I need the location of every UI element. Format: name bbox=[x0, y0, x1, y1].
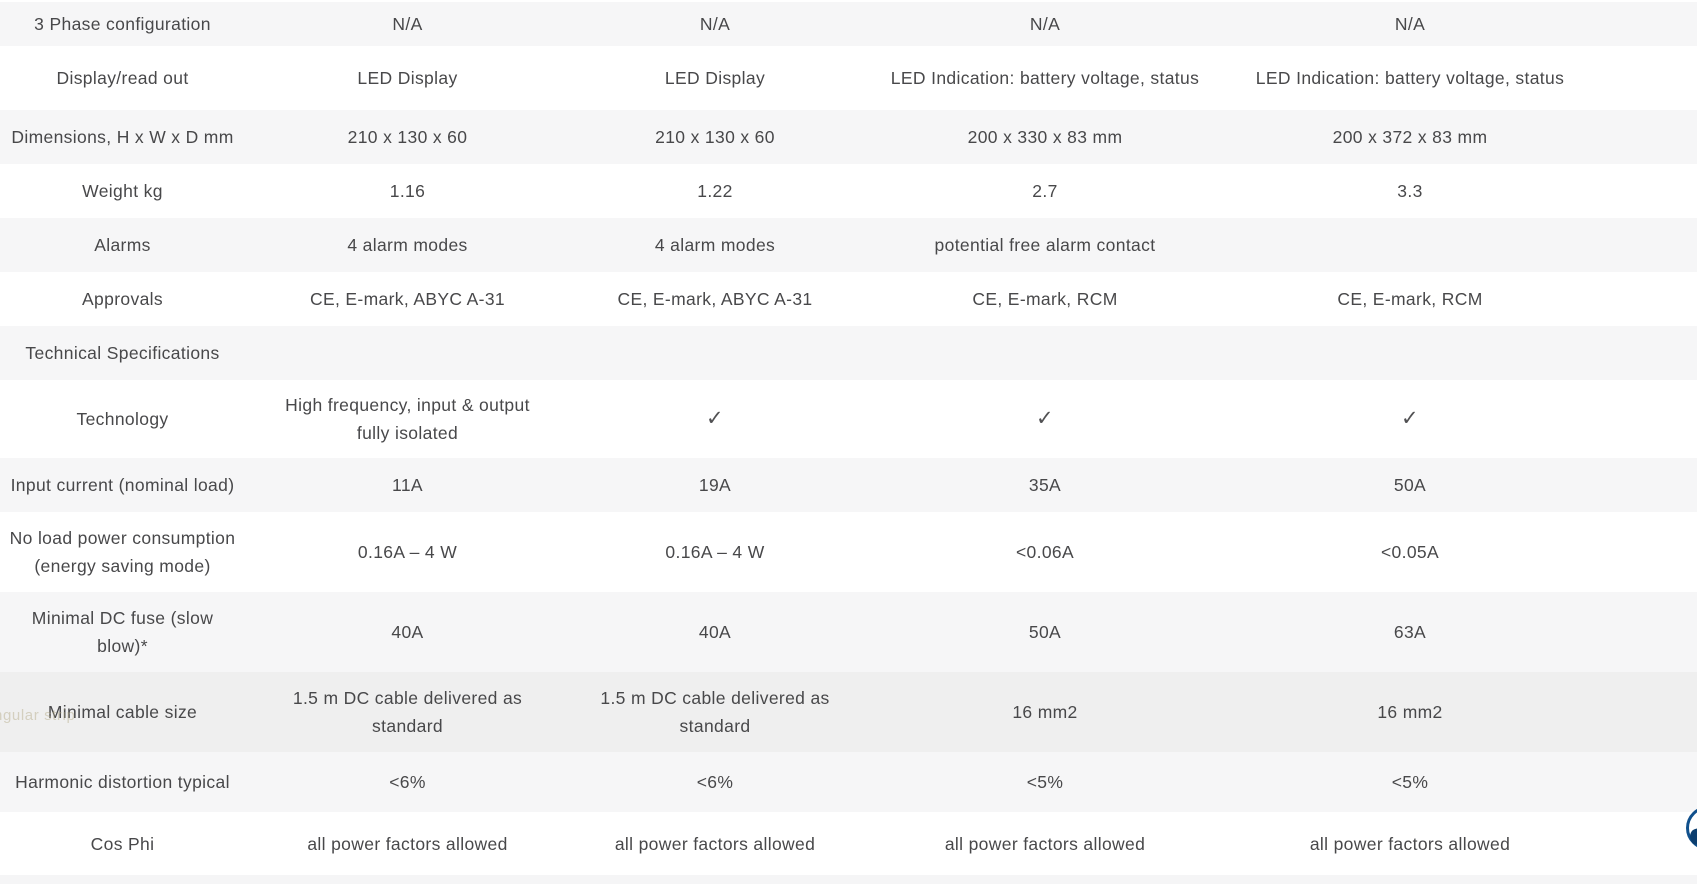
cell-product-2: <6% bbox=[696, 772, 734, 792]
cell-product-2: 4 alarm modes bbox=[654, 235, 776, 255]
table-row[interactable]: Harmonic distortion typical <6% <6% <5% … bbox=[0, 752, 1697, 812]
cell-product-3: CE, E-mark, RCM bbox=[972, 289, 1118, 309]
cell-product-4: 63A bbox=[1393, 622, 1427, 642]
cell-product-4: LED Indication: battery voltage, status bbox=[1255, 68, 1565, 88]
row-label: Harmonic distortion typical bbox=[15, 772, 230, 792]
cell-product-2: 0.16A – 4 W bbox=[665, 542, 765, 562]
cell-product-3: 16 mm2 bbox=[1012, 702, 1078, 722]
row-label: Minimal DC fuse (slow blow)* bbox=[31, 608, 214, 656]
cell-product-1: CE, E-mark, ABYC A-31 bbox=[309, 289, 506, 309]
cell-product-4: N/A bbox=[1394, 14, 1426, 34]
table-row[interactable]: Technical Specifications bbox=[0, 326, 1697, 380]
cell-product-4: <0.05A bbox=[1380, 542, 1440, 562]
row-label: Weight kg bbox=[82, 181, 163, 201]
cell-product-2: N/A bbox=[699, 14, 731, 34]
cell-product-1: 1.16 bbox=[389, 181, 426, 201]
cell-product-3: N/A bbox=[1029, 14, 1061, 34]
cell-product-2: 1.5 m DC cable delivered as standard bbox=[600, 688, 830, 736]
cell-product-3: ✓ bbox=[1035, 407, 1055, 430]
cell-product-1: 4 alarm modes bbox=[347, 235, 468, 255]
table-row[interactable]: No load power consumption (energy saving… bbox=[0, 512, 1697, 592]
cell-product-1: N/A bbox=[392, 14, 423, 34]
cell-product-3: 2.7 bbox=[1032, 181, 1058, 201]
cell-product-3: <0.06A bbox=[1015, 542, 1075, 562]
cell-product-2: all power factors allowed bbox=[614, 833, 816, 854]
cell-product-4: 50A bbox=[1393, 475, 1427, 495]
table-row[interactable]: Weight kg 1.16 1.22 2.7 3.3 bbox=[0, 164, 1697, 218]
table-row[interactable]: Display/read out LED Display LED Display… bbox=[0, 46, 1697, 110]
cell-product-2: 40A bbox=[698, 622, 732, 642]
cell-product-4: <5% bbox=[1391, 772, 1429, 792]
row-label: Input current (nominal load) bbox=[10, 475, 235, 495]
table-row[interactable]: Technology High frequency, input & outpu… bbox=[0, 380, 1697, 458]
table-row[interactable]: 3 Phase configuration N/A N/A N/A N/A bbox=[0, 2, 1697, 46]
table-row[interactable]: Dimensions, H x W x D mm 210 x 130 x 60 … bbox=[0, 110, 1697, 164]
cell-product-3: 50A bbox=[1028, 622, 1062, 642]
table-row[interactable]: Cos Phi all power factors allowed all po… bbox=[0, 812, 1697, 875]
cell-product-1: High frequency, input & output fully iso… bbox=[285, 395, 530, 443]
cell-product-2: ✓ bbox=[705, 407, 725, 430]
table-row[interactable]: Approvals CE, E-mark, ABYC A-31 CE, E-ma… bbox=[0, 272, 1697, 326]
row-label: Dimensions, H x W x D mm bbox=[11, 127, 234, 147]
cell-product-2: 210 x 130 x 60 bbox=[655, 127, 775, 147]
next-row-partial bbox=[0, 875, 1697, 884]
row-label: 3 Phase configuration bbox=[34, 14, 211, 34]
cell-product-3: 35A bbox=[1028, 475, 1062, 495]
row-label: Cos Phi bbox=[90, 833, 155, 854]
cell-product-3: all power factors allowed bbox=[944, 833, 1146, 854]
cell-product-1: 11A bbox=[392, 475, 423, 495]
table-row[interactable]: Alarms 4 alarm modes 4 alarm modes poten… bbox=[0, 218, 1697, 272]
cell-product-1: 210 x 130 x 60 bbox=[347, 127, 468, 147]
cell-product-1: all power factors allowed bbox=[307, 833, 508, 854]
cell-product-4: 3.3 bbox=[1397, 181, 1423, 201]
cell-product-3: <5% bbox=[1026, 772, 1064, 792]
row-label: Approvals bbox=[82, 289, 163, 309]
cell-product-1: LED Display bbox=[357, 68, 458, 88]
cell-product-2: 19A bbox=[698, 475, 732, 495]
row-label: Technology bbox=[76, 409, 169, 429]
cell-product-2: 1.22 bbox=[697, 181, 733, 201]
cell-product-3: LED Indication: battery voltage, status bbox=[890, 68, 1200, 88]
cell-product-3: potential free alarm contact bbox=[934, 235, 1156, 255]
row-label: No load power consumption (energy saving… bbox=[9, 528, 236, 576]
cell-product-2: LED Display bbox=[664, 68, 766, 88]
cell-product-4: 16 mm2 bbox=[1377, 702, 1443, 722]
cell-product-1: 1.5 m DC cable delivered as standard bbox=[292, 688, 523, 736]
row-label: Technical Specifications bbox=[25, 343, 220, 363]
table-row[interactable]: Minimal cable size 1.5 m DC cable delive… bbox=[0, 672, 1697, 752]
cell-product-4: CE, E-mark, RCM bbox=[1337, 289, 1483, 309]
row-label: Display/read out bbox=[56, 68, 189, 88]
row-label: Minimal cable size bbox=[47, 702, 198, 722]
cell-product-1: 40A bbox=[391, 622, 424, 642]
row-label: Alarms bbox=[94, 235, 151, 255]
table-row[interactable]: Input current (nominal load) 11A 19A 35A… bbox=[0, 458, 1697, 512]
cell-product-1: 0.16A – 4 W bbox=[357, 542, 458, 562]
cell-product-4: all power factors allowed bbox=[1309, 833, 1511, 854]
cell-product-3: 200 x 330 x 83 mm bbox=[967, 127, 1123, 147]
cell-product-1: <6% bbox=[389, 772, 426, 792]
cell-product-4: ✓ bbox=[1400, 407, 1420, 430]
cell-product-2: CE, E-mark, ABYC A-31 bbox=[617, 289, 813, 309]
table-row[interactable]: Minimal DC fuse (slow blow)* 40A 40A 50A… bbox=[0, 592, 1697, 672]
cell-product-4: 200 x 372 x 83 mm bbox=[1332, 127, 1488, 147]
